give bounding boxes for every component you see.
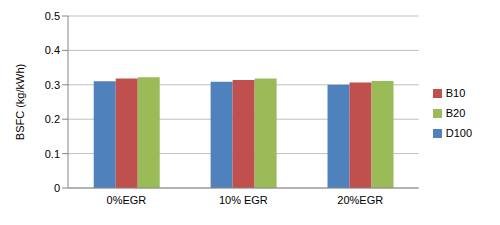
svg-text:0.2: 0.2 (45, 113, 60, 125)
svg-text:20%EGR: 20%EGR (337, 194, 383, 206)
svg-text:0.1: 0.1 (45, 148, 60, 160)
svg-text:0: 0 (54, 182, 60, 194)
html-text:B10: B10 (445, 86, 466, 99)
html-text:D100: D100 (445, 126, 472, 139)
html-text:B20: B20 (445, 106, 466, 119)
svg-text:0%EGR: 0%EGR (107, 194, 147, 206)
svg-text:0.5: 0.5 (45, 10, 60, 22)
svg-text:10% EGR: 10% EGR (219, 194, 268, 206)
svg-text:0.3: 0.3 (45, 79, 60, 91)
svg-text:BSFC (kg/kWh): BSFC (kg/kWh) (14, 64, 26, 140)
svg-text:0.4: 0.4 (45, 44, 60, 56)
